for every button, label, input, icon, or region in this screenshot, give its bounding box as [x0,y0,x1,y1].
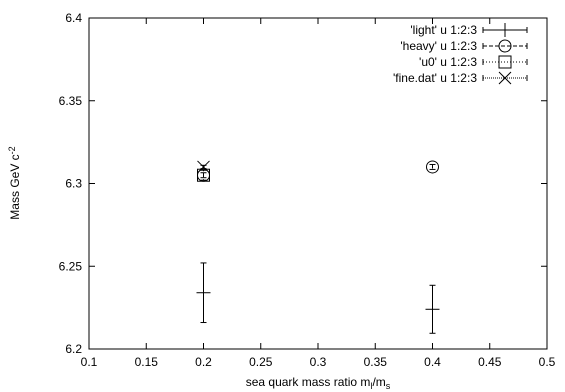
x-tick-label: 0.4 [424,355,441,369]
series-square [197,168,210,182]
y-tick-label: 6.35 [59,94,83,108]
y-tick-label: 6.4 [65,11,82,25]
y-tick-label: 6.3 [65,177,82,191]
marker-part [498,39,512,53]
x-tick-label: 0.3 [310,355,327,369]
legend-marker [498,55,512,69]
y-tick-label: 6.2 [65,342,82,356]
x-tick-label: 0.1 [81,355,98,369]
legend-label: 'light' u 1:2:3 [410,23,477,37]
legend-marker [498,23,512,37]
x-tick-label: 0.25 [249,355,273,369]
x-tick-label: 0.15 [135,355,159,369]
x-tick-label: 0.5 [539,355,556,369]
legend-label: 'heavy' u 1:2:3 [400,39,477,53]
legend-marker [498,71,512,85]
legend: 'light' u 1:2:3 'heavy' u 1:2:3 'u0' u 1:2… [393,23,528,85]
marker-part [498,71,512,85]
y-tick-label: 6.25 [59,259,83,273]
legend-item: 'light' u 1:2:3 [410,23,528,37]
series-layer [196,160,440,334]
marker-part [498,55,512,69]
y-axis-title: Mass GeV c-2 [7,146,22,219]
data-point [196,285,211,300]
data-point [197,168,210,182]
marker-part [197,168,210,182]
legend-label: 'fine.dat' u 1:2:3 [393,71,477,85]
series-cross [197,160,210,174]
x-tick-label: 0.45 [478,355,502,369]
x-tick-label: 0.2 [195,355,212,369]
data-point [426,160,439,174]
marker-part [426,160,439,174]
legend-item: 'u0' u 1:2:3 [419,55,528,69]
legend-label: 'u0' u 1:2:3 [419,55,477,69]
legend-marker [498,39,512,53]
marker-part [197,160,210,174]
x-axis-title: sea quark mass ratio ml/ms [246,375,391,391]
data-point [425,302,440,317]
axis-ticks: 0.1 0.15 0.2 0.25 0.3 0.35 0.4 0.45 0.5 6.2 6.25 6.… [59,11,556,369]
plot-frame [88,17,548,350]
series-plus [196,262,440,334]
data-point [197,160,210,174]
legend-item: 'fine.dat' u 1:2:3 [393,71,528,85]
x-tick-label: 0.35 [364,355,388,369]
legend-item: 'heavy' u 1:2:3 [400,39,528,53]
series-circle [197,160,439,182]
